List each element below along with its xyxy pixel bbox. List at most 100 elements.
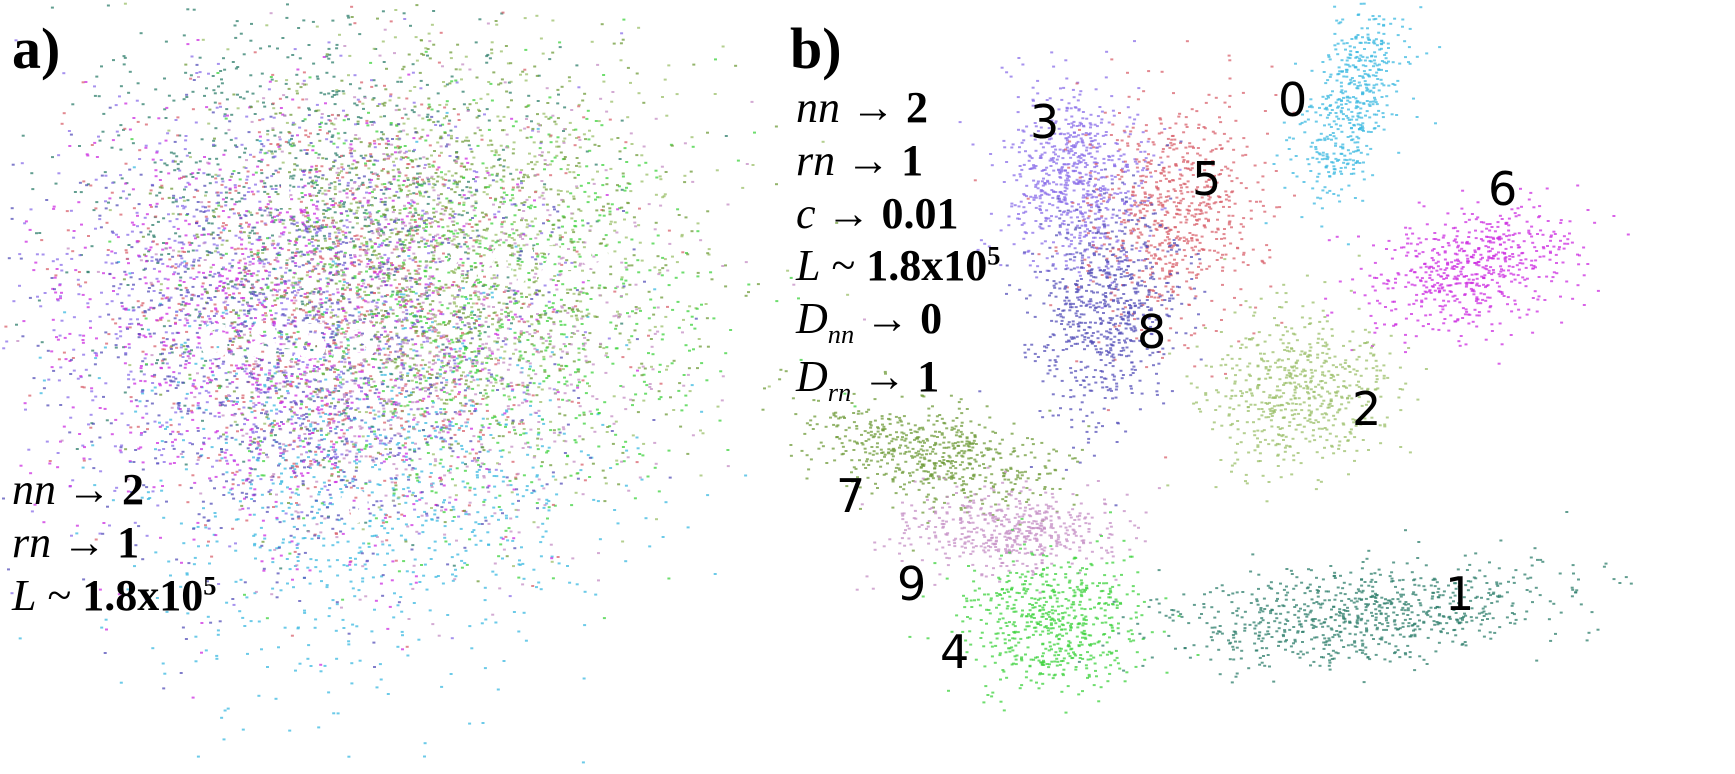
scatter-point [472,283,476,286]
scatter-point [316,262,320,265]
scatter-point [586,201,590,204]
scatter-point [243,274,247,277]
scatter-point [356,407,360,410]
scatter-point [62,72,66,75]
scatter-point [337,421,341,424]
scatter-point [767,385,771,388]
scatter-point [690,323,693,326]
scatter-point [383,527,387,530]
scatter-point [504,423,508,426]
scatter-point [300,300,304,303]
scatter-point [288,231,292,234]
panel-a-cluster-0 [18,111,748,764]
scatter-point [357,551,361,554]
scatter-point [322,234,326,237]
scatter-point [328,225,332,228]
scatter-point [432,401,435,404]
scatter-point [378,484,382,486]
scatter-point [445,100,449,103]
scatter-point [525,115,529,118]
scatter-point [253,226,257,229]
scatter-point [204,191,208,194]
scatter-point [94,538,98,541]
scatter-point [559,320,563,323]
scatter-point [635,322,639,325]
scatter-point [174,263,178,266]
scatter-point [154,215,158,218]
scatter-point [374,435,378,438]
scatter-point [467,197,470,200]
scatter-point [334,236,338,239]
scatter-point [288,365,292,368]
scatter-point [176,167,180,170]
scatter-point [336,379,340,381]
scatter-point [181,352,185,355]
scatter-point [315,230,319,233]
scatter-point [300,403,303,406]
scatter-point [690,384,694,387]
scatter-point [165,421,169,424]
scatter-point [63,311,67,314]
scatter-point [460,444,464,447]
scatter-point [516,250,520,253]
scatter-point [623,218,626,221]
scatter-point [411,305,415,308]
scatter-point [409,192,413,195]
scatter-point [537,386,541,389]
scatter-point [264,223,268,226]
scatter-point [292,352,296,355]
scatter-point [315,179,318,182]
scatter-point [203,288,207,291]
scatter-point [358,460,362,463]
scatter-point [383,353,387,356]
scatter-point [318,316,321,319]
scatter-point [476,295,480,298]
scatter-point [686,310,690,313]
scatter-point [283,467,287,470]
scatter-point [361,528,365,531]
scatter-point [549,245,553,248]
scatter-point [582,116,586,119]
scatter-point [177,254,181,257]
scatter-point [275,392,279,395]
scatter-point [353,307,357,310]
scatter-point [449,673,453,675]
scatter-point [280,472,283,475]
scatter-point [499,508,503,511]
scatter-point [488,354,492,357]
scatter-point [537,431,541,434]
scatter-point [233,286,237,289]
scatter-point [278,97,282,100]
scatter-point [327,47,331,50]
scatter-point [364,162,367,165]
scatter-point [184,71,188,74]
scatter-point [188,442,192,444]
scatter-point [238,225,242,227]
scatter-point [549,429,553,432]
scatter-point [502,241,506,244]
scatter-point [296,627,300,630]
scatter-point [302,79,306,82]
scatter-point [225,378,229,381]
scatter-point [461,229,465,232]
scatter-point [432,254,436,257]
scatter-point [489,197,492,199]
scatter-point [485,377,489,380]
scatter-point [498,324,502,327]
scatter-point [187,250,190,253]
scatter-point [376,219,380,222]
scatter-point [690,315,694,318]
scatter-point [239,96,242,99]
scatter-point [441,313,445,316]
scatter-point [453,302,457,305]
scatter-point [198,160,202,163]
scatter-point [314,329,317,332]
scatter-point [417,481,421,484]
scatter-point [72,236,76,239]
scatter-point [477,468,481,471]
scatter-point [258,85,262,88]
scatter-point [318,380,322,383]
scatter-point [420,183,424,186]
scatter-point [367,224,371,227]
scatter-point [638,241,642,244]
